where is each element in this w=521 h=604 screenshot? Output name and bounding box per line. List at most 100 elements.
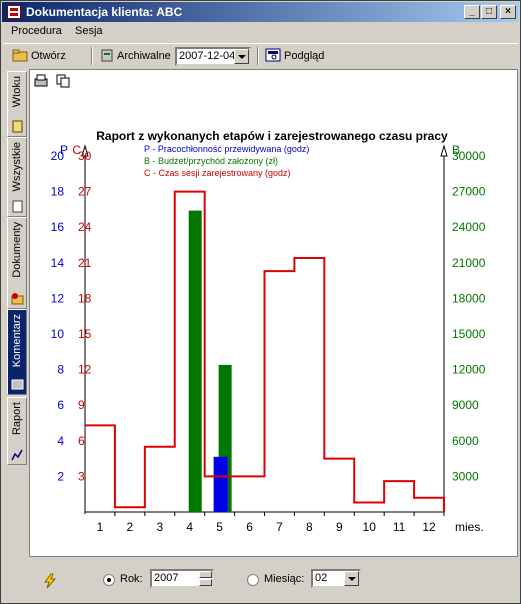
menu-sesja[interactable]: Sesja	[75, 25, 103, 37]
chevron-down-icon[interactable]	[344, 571, 359, 586]
x-tick-label: 12	[422, 520, 436, 534]
rok-spinner[interactable]: 2007	[150, 569, 214, 588]
tick-label-c: 15	[78, 327, 92, 341]
axis-b-label: B	[452, 143, 460, 157]
x-tick-label: 2	[127, 520, 134, 534]
tick-label-b: 27000	[452, 185, 486, 199]
tick-label-b: 15000	[452, 327, 486, 341]
tick-label-b: 21000	[452, 256, 486, 270]
tab-wszystkie[interactable]: Wszystkie	[7, 137, 27, 217]
tick-label-b: 9000	[452, 398, 479, 412]
preview-icon	[265, 48, 281, 62]
print-icon[interactable]	[33, 73, 49, 89]
axis-p-label: P	[60, 143, 68, 157]
archive-icon	[99, 48, 115, 62]
tick-label-b: 24000	[452, 220, 486, 234]
tick-label-b: 6000	[452, 434, 479, 448]
tick-label-p: 6	[57, 398, 64, 412]
close-button[interactable]: ×	[500, 5, 516, 19]
tab-raport[interactable]: Raport	[7, 397, 27, 465]
open-icon	[12, 48, 28, 62]
miesiac-select[interactable]: 02	[311, 569, 361, 588]
copy-icon[interactable]	[55, 73, 71, 89]
tick-label-p: 8	[57, 363, 64, 377]
tick-label-b: 30000	[452, 149, 486, 163]
lightning-icon[interactable]	[43, 573, 57, 589]
date-value: 2007-12-04	[179, 50, 236, 62]
date-select[interactable]: 2007-12-04	[175, 47, 251, 66]
toolbar: Otwórz Archiwalne 2007-12-04 Podgląd	[3, 43, 518, 67]
x-tick-label: 1	[97, 520, 104, 534]
axis-left-arrow	[81, 144, 89, 157]
document-icon	[11, 200, 24, 213]
axis-right-arrow	[440, 144, 448, 157]
tab-label: Dokumenty	[11, 222, 23, 278]
maximize-button[interactable]: □	[481, 5, 497, 19]
tick-label-p: 20	[51, 149, 65, 163]
spin-down-icon[interactable]	[199, 579, 212, 586]
tick-label-c: 30	[78, 149, 92, 163]
tab-label: Komentarz	[11, 314, 23, 368]
axis-c-label: C	[72, 143, 81, 157]
preview-button[interactable]: Podgląd	[284, 50, 325, 62]
tab-komentarz[interactable]: Komentarz	[7, 309, 27, 395]
tab-label: Raport	[11, 402, 23, 436]
documents-icon	[11, 292, 24, 305]
document-icon	[11, 120, 24, 133]
tick-label-c: 6	[78, 434, 85, 448]
report-panel: Raport z wykonanych etapów i zarejestrow…	[29, 69, 518, 557]
legend-entry: C - Czas sesji zarejestrowany (godz)	[144, 168, 291, 178]
menu-procedura[interactable]: Procedura	[11, 25, 62, 37]
x-tick-label: 8	[306, 520, 313, 534]
tick-label-p: 16	[51, 220, 65, 234]
tick-label-p: 10	[51, 327, 65, 341]
series-c-line	[85, 190, 445, 512]
toolbar-separator	[91, 47, 93, 65]
tick-label-c: 18	[78, 291, 92, 305]
toolbar-separator	[257, 47, 259, 65]
rok-label: Rok:	[120, 573, 143, 585]
tick-label-c: 24	[78, 220, 92, 234]
tab-label: Wszystkie	[11, 142, 23, 192]
archive-button[interactable]: Archiwalne	[117, 50, 171, 62]
tick-label-b: 3000	[452, 469, 479, 483]
miesiac-radio[interactable]	[247, 574, 259, 586]
bar-p	[213, 456, 228, 512]
legend-entry: B - Budżet/przychód założony (zł)	[144, 156, 278, 166]
tick-label-p: 14	[51, 256, 65, 270]
tick-label-p: 12	[51, 291, 65, 305]
x-tick-label: 10	[363, 520, 377, 534]
tick-label-p: 18	[51, 185, 65, 199]
rok-radio[interactable]	[103, 574, 115, 586]
bar-b	[188, 210, 202, 512]
tick-label-c: 12	[78, 363, 92, 377]
chart-icon	[11, 448, 24, 461]
chart-title: Raport z wykonanych etapów i zarejestrow…	[96, 129, 448, 143]
legend-entry: P - Pracochłonność przewidywana (godz)	[144, 144, 309, 154]
tab-wtoku[interactable]: Wtoku	[7, 71, 27, 137]
chevron-down-icon[interactable]	[234, 49, 249, 64]
tick-label-p: 2	[57, 469, 64, 483]
tick-label-b: 18000	[452, 291, 486, 305]
spin-up-icon[interactable]	[199, 571, 212, 578]
report-chart: Raport z wykonanych etapów i zarejestrow…	[51, 129, 486, 534]
tab-dokumenty[interactable]: Dokumenty	[7, 217, 27, 309]
title-bar[interactable]: Dokumentacja klienta: ABC _ □ ×	[2, 2, 519, 22]
x-unit-label: mies.	[455, 520, 484, 534]
app-icon	[7, 5, 21, 19]
tick-label-c: 27	[78, 185, 92, 199]
footer-panel: Rok: 2007 Miesiąc: 02	[29, 559, 518, 599]
open-button[interactable]: Otwórz	[31, 50, 66, 62]
miesiac-label: Miesiąc:	[264, 573, 305, 585]
miesiac-value: 02	[315, 572, 328, 584]
x-tick-label: 4	[186, 520, 193, 534]
menu-bar: Procedura Sesja	[3, 23, 518, 41]
x-tick-label: 7	[276, 520, 283, 534]
rok-value: 2007	[154, 572, 179, 584]
tick-label-b: 12000	[452, 363, 486, 377]
minimize-button[interactable]: _	[464, 5, 480, 19]
tick-label-c: 21	[78, 256, 92, 270]
tab-label: Wtoku	[11, 76, 23, 108]
x-tick-label: 11	[393, 520, 406, 534]
